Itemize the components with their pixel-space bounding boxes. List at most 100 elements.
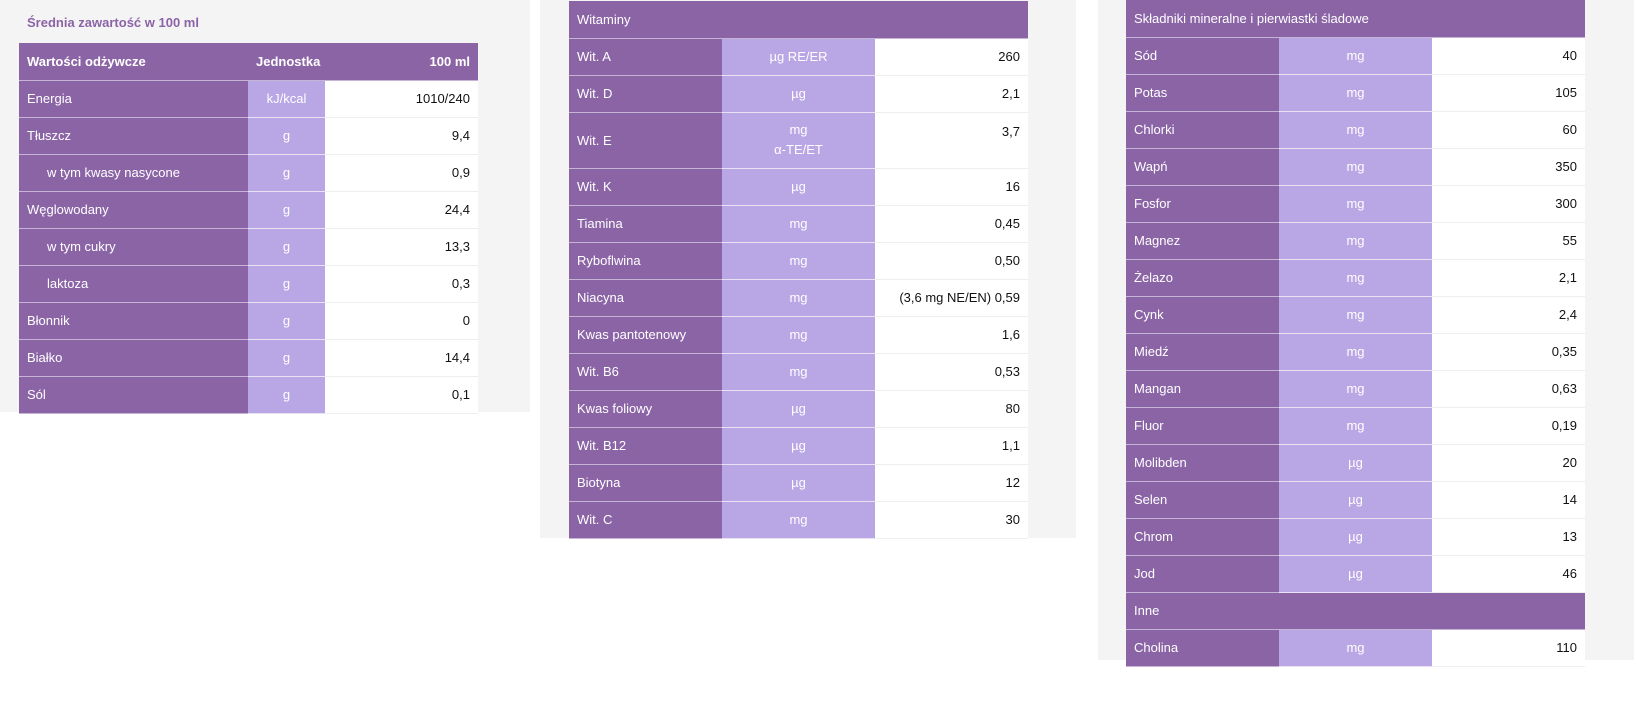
- vitamin-unit: µg RE/ER: [722, 38, 875, 76]
- nutrition-row: Sól g 0,1: [19, 376, 478, 414]
- nutrition-row: Błonnik g 0: [19, 302, 478, 340]
- vitamin-unit: mg α-TE/ET: [722, 112, 875, 169]
- mineral-unit: mg: [1279, 111, 1432, 149]
- vitamin-name: Tiamina: [569, 205, 722, 243]
- vitamin-row: Ryboflwina mg 0,50: [569, 242, 1028, 280]
- mineral-unit-label: µg: [1348, 492, 1363, 507]
- mineral-row: Chrom µg 13: [1126, 518, 1585, 556]
- mineral-name: Sód: [1126, 37, 1279, 75]
- vitamin-value: 3,7: [875, 112, 1028, 169]
- vitamin-unit-label: mg: [789, 364, 808, 379]
- vitamin-name: Niacyna: [569, 279, 722, 317]
- mineral-name: Jod: [1126, 555, 1279, 593]
- vitamin-value: (3,6 mg NE/EN) 0,59: [875, 279, 1028, 317]
- vitamin-row: Wit. B6 mg 0,53: [569, 353, 1028, 391]
- mineral-row: Żelazo mg 2,1: [1126, 259, 1585, 297]
- nutrition-unit: g: [248, 191, 325, 229]
- mineral-unit-label: mg: [1346, 48, 1365, 63]
- vitamin-value: 12: [875, 464, 1028, 502]
- nutrition-panel: Średnia zawartość w 100 ml Wartości odży…: [0, 0, 530, 414]
- vitamin-name: Wit. B12: [569, 427, 722, 465]
- header-unit: Jednostka: [248, 43, 325, 81]
- mineral-unit-label: µg: [1348, 566, 1363, 581]
- mineral-unit-label: mg: [1346, 196, 1365, 211]
- vitamin-row: Wit. B12 µg 1,1: [569, 427, 1028, 465]
- nutrition-unit-label: g: [282, 128, 291, 143]
- mineral-unit: mg: [1279, 259, 1432, 297]
- vitamin-name: Wit. E: [569, 112, 722, 169]
- vitamin-row: Tiamina mg 0,45: [569, 205, 1028, 243]
- vitamins-title: Witaminy: [569, 1, 1028, 39]
- vitamin-unit: µg: [722, 168, 875, 206]
- nutrition-value: 0,9: [325, 154, 478, 192]
- mineral-row: Mangan mg 0,63: [1126, 370, 1585, 408]
- mineral-unit: mg: [1279, 296, 1432, 334]
- vitamin-name: Kwas pantotenowy: [569, 316, 722, 354]
- nutrition-unit-label: g: [282, 276, 291, 291]
- nutrition-row: laktoza g 0,3: [19, 265, 478, 303]
- vitamin-unit-label: mg: [789, 122, 808, 137]
- vitamin-unit: µg: [722, 75, 875, 113]
- header-name: Wartości odżywcze: [19, 43, 248, 81]
- mineral-name: Fosfor: [1126, 185, 1279, 223]
- mineral-value: 350: [1432, 148, 1585, 186]
- nutrition-row: Białko g 14,4: [19, 339, 478, 377]
- mineral-unit-label: mg: [1346, 418, 1365, 433]
- nutrition-unit: g: [248, 376, 325, 414]
- mineral-unit: mg: [1279, 185, 1432, 223]
- mineral-row: Fluor mg 0,19: [1126, 407, 1585, 445]
- vitamin-row: Wit. K µg 16: [569, 168, 1028, 206]
- mineral-unit: µg: [1279, 555, 1432, 593]
- mineral-value: 13: [1432, 518, 1585, 556]
- vitamin-unit-label: µg: [791, 179, 806, 194]
- vitamin-unit-label: µg: [791, 401, 806, 416]
- mineral-unit-label: mg: [1346, 307, 1365, 322]
- vitamin-unit: µg: [722, 464, 875, 502]
- vitamin-row: Kwas foliowy µg 80: [569, 390, 1028, 428]
- nutrition-row: w tym cukry g 13,3: [19, 228, 478, 266]
- minerals-title-row: Składniki mineralne i pierwiastki śladow…: [1126, 0, 1585, 38]
- mineral-row: Molibden µg 20: [1126, 444, 1585, 482]
- nutrition-name: Błonnik: [19, 302, 248, 340]
- mineral-unit: µg: [1279, 444, 1432, 482]
- minerals-table: Składniki mineralne i pierwiastki śladow…: [1126, 0, 1585, 667]
- mineral-name: Fluor: [1126, 407, 1279, 445]
- nutrition-name: laktoza: [19, 265, 248, 303]
- vitamin-value: 16: [875, 168, 1028, 206]
- nutrition-unit: g: [248, 265, 325, 303]
- other-unit-label: mg: [1346, 640, 1365, 655]
- nutrition-row: Węglowodany g 24,4: [19, 191, 478, 229]
- vitamin-unit: mg: [722, 242, 875, 280]
- mineral-row: Fosfor mg 300: [1126, 185, 1585, 223]
- mineral-name: Wapń: [1126, 148, 1279, 186]
- mineral-unit: mg: [1279, 148, 1432, 186]
- vitamin-unit-label-2: α-TE/ET: [774, 142, 823, 157]
- vitamin-name: Wit. B6: [569, 353, 722, 391]
- nutrition-unit: kJ/kcal: [248, 80, 325, 118]
- mineral-unit-label: mg: [1346, 270, 1365, 285]
- vitamin-unit-label: µg RE/ER: [769, 49, 828, 64]
- vitamin-name: Wit. D: [569, 75, 722, 113]
- vitamin-unit: µg: [722, 427, 875, 465]
- nutrition-name: Tłuszcz: [19, 117, 248, 155]
- vitamin-value: 30: [875, 501, 1028, 539]
- nutrition-unit-label: g: [282, 165, 291, 180]
- nutrition-name: w tym kwasy nasycone: [19, 154, 248, 192]
- other-title-row: Inne: [1126, 592, 1585, 630]
- mineral-row: Jod µg 46: [1126, 555, 1585, 593]
- mineral-unit-label: mg: [1346, 122, 1365, 137]
- mineral-row: Wapń mg 350: [1126, 148, 1585, 186]
- mineral-name: Chlorki: [1126, 111, 1279, 149]
- nutrition-unit-label: g: [282, 387, 291, 402]
- mineral-value: 40: [1432, 37, 1585, 75]
- nutrition-unit-label: g: [282, 239, 291, 254]
- mineral-unit-label: mg: [1346, 85, 1365, 100]
- vitamin-value: 0,45: [875, 205, 1028, 243]
- mineral-value: 2,4: [1432, 296, 1585, 334]
- vitamin-value: 80: [875, 390, 1028, 428]
- vitamin-unit-label: µg: [791, 86, 806, 101]
- vitamin-unit-label: mg: [789, 327, 808, 342]
- vitamin-value: 0,53: [875, 353, 1028, 391]
- vitamin-row: Kwas pantotenowy mg 1,6: [569, 316, 1028, 354]
